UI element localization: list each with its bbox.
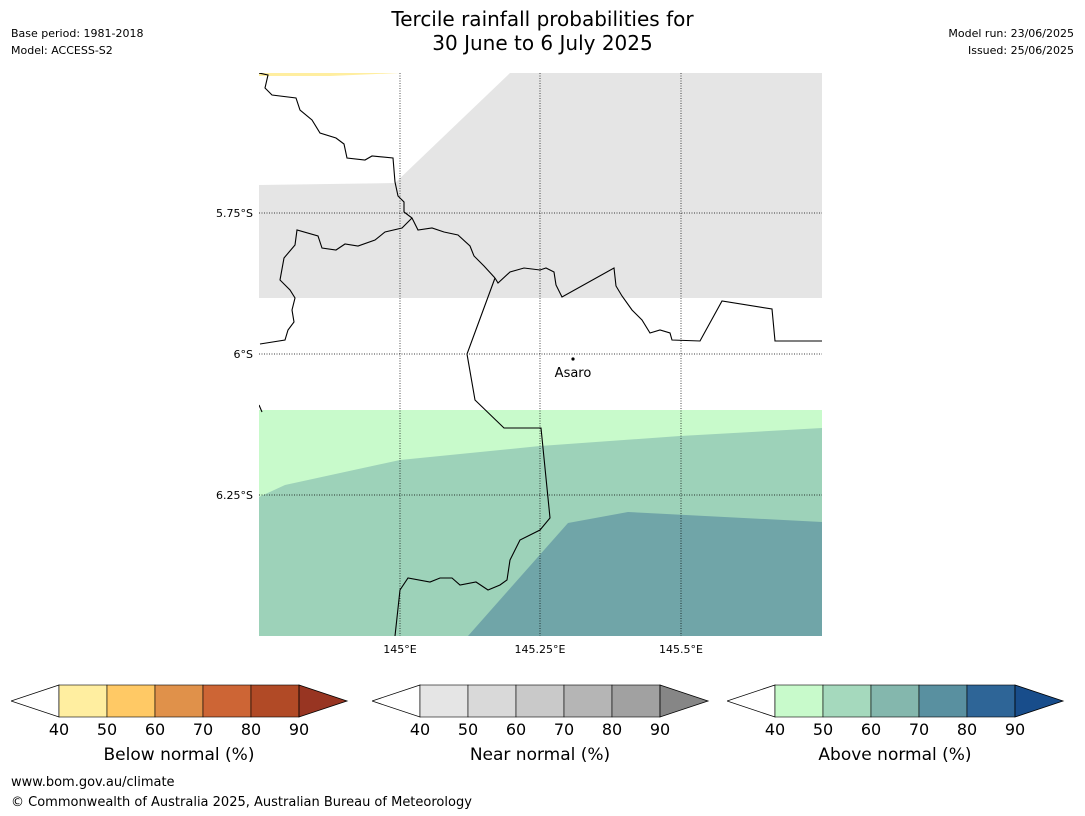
colorbar-tick-label: 40 <box>765 720 785 739</box>
lon-label: 145°E <box>383 643 416 656</box>
colorbar-svg: 40 50 60 70 80 90 <box>727 684 1065 739</box>
lon-label: 145.5°E <box>659 643 703 656</box>
colorbar-near-normal: 40 50 60 70 80 90 <box>372 684 712 774</box>
colorbar-extend-high <box>298 684 349 718</box>
colorbar-segment <box>106 684 156 718</box>
colorbar-tick-label: 50 <box>813 720 833 739</box>
colorbar-title-near: Near normal (%) <box>469 745 611 765</box>
colorbar-tick-label: 80 <box>602 720 622 739</box>
colorbar-extend-high <box>1014 684 1065 718</box>
lon-label: 145.25°E <box>515 643 566 656</box>
border-line-edge <box>259 404 263 413</box>
colorbar-segment <box>870 684 920 718</box>
colorbar-tick-label: 80 <box>241 720 261 739</box>
colorbar-extend-low <box>372 684 421 718</box>
colorbar-svg: 40 50 60 70 80 90 <box>11 684 349 739</box>
colorbar-tick-label: 90 <box>289 720 309 739</box>
map-title: Tercile rainfall probabilities for 30 Ju… <box>0 7 1085 55</box>
issued-text: Issued: 25/06/2025 <box>967 44 1074 57</box>
colorbar-tick-label: 60 <box>506 720 526 739</box>
colorbar-tick-label: 70 <box>193 720 213 739</box>
lat-label: 6.25°S <box>216 489 253 502</box>
colorbar-segment <box>467 684 517 718</box>
run-info: Model run: 23/06/2025 Issued: 25/06/2025 <box>948 25 1074 59</box>
colorbar-below-normal: 40 50 60 70 80 90 <box>11 684 351 774</box>
footer: www.bom.gov.au/climate © Commonwealth of… <box>11 773 472 813</box>
near-normal-region <box>259 73 822 298</box>
colorbar-segment <box>563 684 613 718</box>
colorbar-segment <box>202 684 252 718</box>
colorbar-segment <box>58 684 108 718</box>
probability-map: 5.75°S 6°S 6.25°S 145°E 145.25°E 145.5°E… <box>216 73 822 656</box>
colorbar-title-below: Below normal (%) <box>103 745 255 765</box>
colorbar-tick-label: 80 <box>957 720 977 739</box>
colorbar-segment <box>250 684 300 718</box>
colorbar-title-above: Above normal (%) <box>818 745 972 765</box>
title-line-1: Tercile rainfall probabilities for <box>391 7 694 31</box>
colorbar-svg: 40 50 60 70 80 90 <box>372 684 710 739</box>
place-label: Asaro <box>555 366 592 381</box>
colorbar-tick-label: 70 <box>554 720 574 739</box>
colorbar-above-normal: 40 50 60 70 80 90 <box>727 684 1067 774</box>
colorbar-tick-label: 70 <box>909 720 929 739</box>
colorbar-segment <box>611 684 661 718</box>
colorbar-segment <box>822 684 872 718</box>
colorbar-tick-label: 60 <box>145 720 165 739</box>
border-line-west <box>259 73 496 279</box>
title-line-2: 30 June to 6 July 2025 <box>432 31 653 55</box>
colorbar-segment <box>515 684 565 718</box>
colorbar-tick-label: 50 <box>97 720 117 739</box>
colorbar-extend-low <box>727 684 776 718</box>
colorbar-tick-label: 60 <box>861 720 881 739</box>
below-normal-region <box>259 73 400 76</box>
colorbar-segment <box>966 684 1016 718</box>
model-text: Model: ACCESS-S2 <box>11 44 113 57</box>
model-run-text: Model run: 23/06/2025 <box>948 27 1074 40</box>
border-lines <box>259 73 822 636</box>
border-line-south <box>259 217 413 345</box>
colorbar-extend-low <box>11 684 60 718</box>
colorbar-tick-label: 50 <box>458 720 478 739</box>
footer-url[interactable]: www.bom.gov.au/climate <box>11 775 175 790</box>
colorbar-segment <box>419 684 469 718</box>
base-period-text: Base period: 1981-2018 <box>11 27 144 40</box>
colorbar-tick-label: 40 <box>410 720 430 739</box>
lat-label: 6°S <box>234 348 253 361</box>
colorbar-extend-high <box>659 684 710 718</box>
colorbar-segment <box>774 684 824 718</box>
border-line-central <box>394 277 551 636</box>
model-info: Base period: 1981-2018 Model: ACCESS-S2 <box>11 25 143 59</box>
colorbar-segment <box>918 684 968 718</box>
above-normal-60-region <box>468 512 822 636</box>
border-line-east <box>494 267 822 342</box>
colorbar-tick-label: 40 <box>49 720 69 739</box>
footer-copyright: © Commonwealth of Australia 2025, Austra… <box>11 795 472 810</box>
colorbar-tick-label: 90 <box>1005 720 1025 739</box>
colorbar-segment <box>154 684 204 718</box>
lat-label: 5.75°S <box>216 207 253 220</box>
place-marker[interactable] <box>571 357 575 361</box>
colorbar-tick-label: 90 <box>650 720 670 739</box>
